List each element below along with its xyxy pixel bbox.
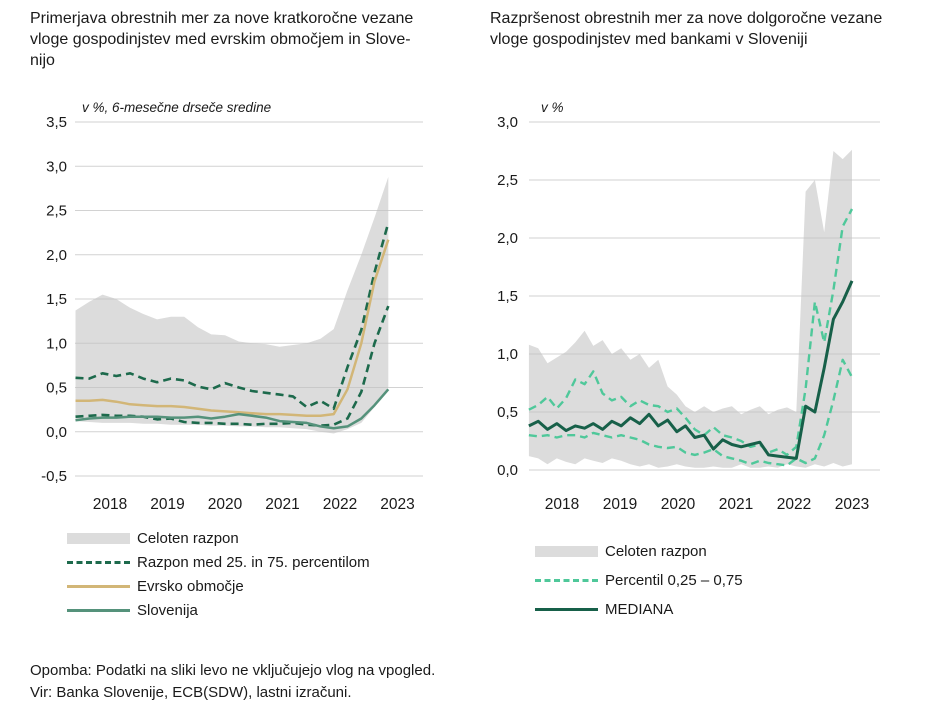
left-chart-title: Primerjava obrestnih mer za nove kratkor… xyxy=(30,10,414,69)
series-line-percentil-0-75 xyxy=(528,208,854,457)
footnote-vir: Vir: Banka Slovenije, ECB(SDW), lastni i… xyxy=(30,683,352,701)
x-tick-label: 2019 xyxy=(150,496,184,513)
legend-label: Percentil 0,25 – 0,75 xyxy=(605,572,743,589)
x-tick-label: 2019 xyxy=(603,496,637,513)
y-tick-label: 1,5 xyxy=(46,291,67,308)
y-tick-label: 0,0 xyxy=(497,462,518,479)
y-tick-label: 1,0 xyxy=(46,335,67,352)
x-tick-label: 2021 xyxy=(719,496,753,513)
y-tick-label: -0,5 xyxy=(41,468,67,485)
right-chart-title: Razpršenost obrestnih mer za nove dolgor… xyxy=(490,10,883,48)
series-line-mediana xyxy=(528,280,854,460)
right-chart-legend: Celoten razpon Percentil 0,25 – 0,75 MEDIA… xyxy=(535,537,743,624)
x-tick-label: 2023 xyxy=(380,496,414,513)
chart-subtitle: v % xyxy=(541,100,564,115)
series-line-slovenija xyxy=(75,388,390,430)
legend-swatch-solid xyxy=(67,608,130,612)
y-tick-label: 0,5 xyxy=(497,404,518,421)
legend-item: Celoten razpon xyxy=(535,537,743,566)
legend-item: Slovenija xyxy=(67,598,370,622)
series-band-1 xyxy=(528,149,852,468)
footnote-opomba: Opomba: Podatki na sliki levo ne vključu… xyxy=(30,662,436,679)
legend-label: Celoten razpon xyxy=(605,543,707,560)
legend-swatch-solid xyxy=(535,608,598,611)
x-tick-label: 2021 xyxy=(265,496,299,513)
legend-item: MEDIANA xyxy=(535,595,743,624)
right-chart-plot: 3,0 2,5 2,0 1,5 1,0 0,5 0,0 2018 2019 2020 2021 202… xyxy=(497,100,880,513)
legend-swatch-solid xyxy=(67,584,130,588)
legend-item: Percentil 0,25 – 0,75 xyxy=(535,566,743,595)
x-tick-label: 2022 xyxy=(777,496,811,513)
legend-swatch-area xyxy=(535,546,598,557)
legend-label: Slovenija xyxy=(137,601,198,619)
legend-label: Razpon med 25. in 75. percentilom xyxy=(137,553,370,571)
legend-label: MEDIANA xyxy=(605,601,674,618)
y-tick-label: 0,0 xyxy=(46,424,67,441)
x-tick-label: 2022 xyxy=(323,496,357,513)
left-chart-plot: 3,5 3,0 2,5 2,0 1,5 1,0 0,5 0,0 -0,5 2018 2019 2020… xyxy=(41,100,423,513)
legend-label: Celoten razpon xyxy=(137,529,239,547)
y-tick-label: 2,0 xyxy=(46,247,67,264)
x-tick-label: 2018 xyxy=(93,496,127,513)
y-tick-label: 0,5 xyxy=(46,380,67,397)
legend-swatch-dashed xyxy=(535,579,598,582)
chart-subtitle: v %, 6-mesečne drseče sredine xyxy=(82,100,271,115)
left-chart-legend: Celoten razpon Razpon med 25. in 75. perc… xyxy=(67,526,370,622)
x-tick-label: 2023 xyxy=(835,496,869,513)
series-line-percentil-0-25 xyxy=(528,358,854,467)
series-band-0 xyxy=(75,176,389,434)
y-tick-label: 2,0 xyxy=(497,230,518,247)
legend-item: Razpon med 25. in 75. percentilom xyxy=(67,550,370,574)
y-tick-label: 3,0 xyxy=(497,114,518,131)
legend-swatch-dashed xyxy=(67,560,130,564)
x-tick-label: 2020 xyxy=(661,496,696,513)
y-tick-label: 1,5 xyxy=(497,288,518,305)
legend-label: Evrsko območje xyxy=(137,577,244,595)
y-tick-label: 3,0 xyxy=(46,158,67,175)
x-tick-label: 2018 xyxy=(545,496,579,513)
legend-item: Evrsko območje xyxy=(67,574,370,598)
y-tick-label: 2,5 xyxy=(46,203,67,220)
legend-swatch-area xyxy=(67,532,130,544)
series-line-evrsko-obmo-je xyxy=(75,239,390,418)
chart-footnote: Opomba: Podatki na sliki levo ne vključu… xyxy=(30,660,435,703)
y-tick-label: 2,5 xyxy=(497,172,518,189)
legend-item: Celoten razpon xyxy=(67,526,370,550)
y-tick-label: 3,5 xyxy=(46,114,67,131)
x-tick-label: 2020 xyxy=(208,496,243,513)
series-line-75-percentil xyxy=(75,222,390,411)
y-tick-label: 1,0 xyxy=(497,346,518,363)
